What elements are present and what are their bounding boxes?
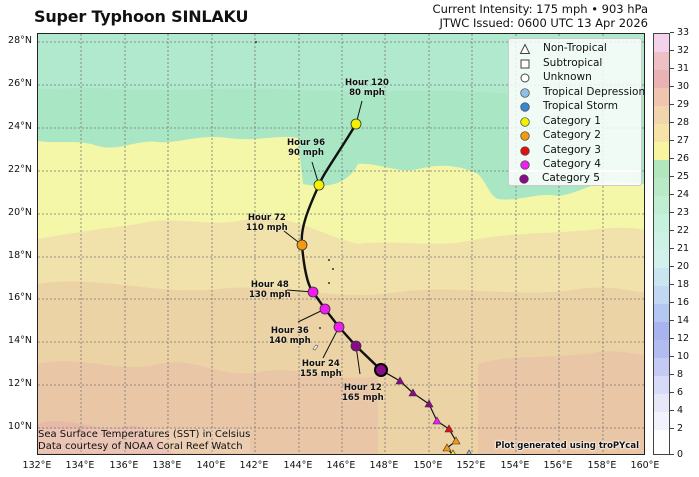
lon-label: 140°E: [196, 460, 226, 471]
legend-item-category-1: Category 1: [509, 114, 643, 129]
colorbar-tick: 16: [670, 297, 689, 308]
colorbar-tick: 33: [670, 27, 689, 38]
lon-label: 136°E: [109, 460, 139, 471]
square-outline-icon: [520, 59, 530, 68]
point-hour-12: [350, 340, 362, 352]
storm-track: [283, 100, 472, 454]
legend: Non-Tropical Subtropical Unknown Tropica…: [508, 38, 645, 173]
point-current: [374, 363, 388, 377]
lon-label: 138°E: [152, 460, 182, 471]
colorbar-tick: 8: [670, 369, 683, 380]
map-panel[interactable]: [37, 33, 645, 455]
lon-label: 158°E: [587, 460, 617, 471]
colorbar-tick: 31: [670, 63, 689, 74]
label-hour-120: Hour 120 80 mph: [345, 78, 389, 98]
legend-item-category-4: Category 4: [509, 157, 643, 172]
colorbar-tick: 10: [670, 351, 689, 362]
lon-label: 152°E: [456, 460, 486, 471]
colorbar-tick: 21: [670, 243, 689, 254]
chart-title: Super Typhoon SINLAKU: [34, 7, 249, 26]
label-hour-12: Hour 12 165 mph: [342, 383, 384, 403]
colorbar-tick: 22: [670, 225, 689, 236]
label-hour-24: Hour 24 155 mph: [300, 359, 342, 379]
lon-label: 134°E: [65, 460, 95, 471]
colorbar-tick: 28: [670, 117, 689, 128]
lat-label: 10°N: [8, 421, 32, 432]
lon-label: 160°E: [630, 460, 660, 471]
point-hour-120: [350, 118, 362, 130]
sst-colorbar: [653, 33, 670, 455]
sst-background: [38, 34, 644, 454]
current-intensity: Current Intensity: 175 mph • 903 hPa: [432, 2, 648, 16]
lat-label: 24°N: [8, 121, 32, 132]
legend-item-tropical-depression: Tropical Depression: [509, 85, 645, 100]
label-hour-72: Hour 72 110 mph: [246, 213, 288, 233]
lon-label: 154°E: [500, 460, 530, 471]
lat-label: 16°N: [8, 292, 32, 303]
legend-item-unknown: Unknown: [509, 70, 643, 85]
colorbar-tick: 30: [670, 81, 689, 92]
legend-item-non-tropical: Non-Tropical: [509, 41, 643, 56]
colorbar-tick: 25: [670, 171, 689, 182]
circle-outline-icon: [520, 73, 530, 83]
circle-icon: [520, 145, 530, 156]
legend-item-category-2: Category 2: [509, 128, 643, 143]
circle-icon: [520, 131, 530, 141]
circle-icon: [519, 174, 529, 184]
colorbar-tick: 23: [670, 207, 689, 218]
lat-label: 22°N: [8, 164, 32, 175]
lon-label: 150°E: [413, 460, 443, 471]
colorbar-tick: 29: [670, 99, 689, 110]
lat-label: 28°N: [8, 35, 32, 46]
colorbar-tick: 18: [670, 279, 689, 290]
colorbar-tick: 2: [670, 423, 683, 434]
point-hour-48: [307, 286, 319, 298]
tropycal-credit: Plot generated using troPYcal: [495, 441, 639, 451]
lat-label: 20°N: [8, 207, 32, 218]
lon-label: 142°E: [239, 460, 269, 471]
colorbar-tick: 14: [670, 315, 689, 326]
point-hour-24: [333, 321, 345, 333]
legend-item-category-5-label: Category 5: [508, 171, 642, 186]
legend-item-subtropical: Subtropical: [509, 56, 643, 71]
circle-icon: [520, 160, 530, 170]
lon-label: 146°E: [326, 460, 356, 471]
lat-label: 14°N: [8, 335, 32, 346]
colorbar-tick: 12: [670, 333, 689, 344]
lon-label: 132°E: [22, 460, 52, 471]
storm-info: Current Intensity: 175 mph • 903 hPa JTW…: [433, 2, 648, 30]
colorbar-tick: 20: [670, 261, 689, 272]
data-source-note: Sea Surface Temperatures (SST) in Celsiu…: [38, 429, 251, 453]
colorbar-tick: 4: [670, 405, 683, 416]
lon-label: 144°E: [283, 460, 313, 471]
colorbar-tick: 0: [670, 449, 683, 460]
lat-label: 12°N: [8, 378, 32, 389]
colorbar-tick: 6: [670, 387, 683, 398]
point-hour-36: [319, 303, 331, 315]
circle-icon: [520, 87, 530, 98]
colorbar-tick: 24: [670, 189, 689, 200]
circle-icon: [520, 102, 530, 112]
triangle-outline-icon: [519, 43, 531, 54]
lon-label: 156°E: [543, 460, 573, 471]
colorbar-tick: 26: [670, 153, 689, 164]
label-hour-96: Hour 96 90 mph: [287, 138, 325, 158]
issued-time: JTWC Issued: 0600 UTC 13 Apr 2026: [439, 16, 648, 30]
legend-item-tropical-storm: Tropical Storm: [509, 99, 643, 114]
legend-item-category-3: Category 3: [509, 143, 643, 158]
point-hour-96: [313, 179, 325, 191]
lat-label: 26°N: [8, 78, 32, 89]
point-hour-72: [296, 239, 308, 251]
colorbar-tick: 27: [670, 135, 689, 146]
label-hour-48: Hour 48 130 mph: [249, 280, 291, 300]
label-hour-36: Hour 36 140 mph: [269, 326, 311, 346]
colorbar-tick: 32: [670, 45, 689, 56]
lat-label: 18°N: [8, 250, 32, 261]
circle-icon: [520, 116, 530, 127]
lon-label: 148°E: [369, 460, 399, 471]
